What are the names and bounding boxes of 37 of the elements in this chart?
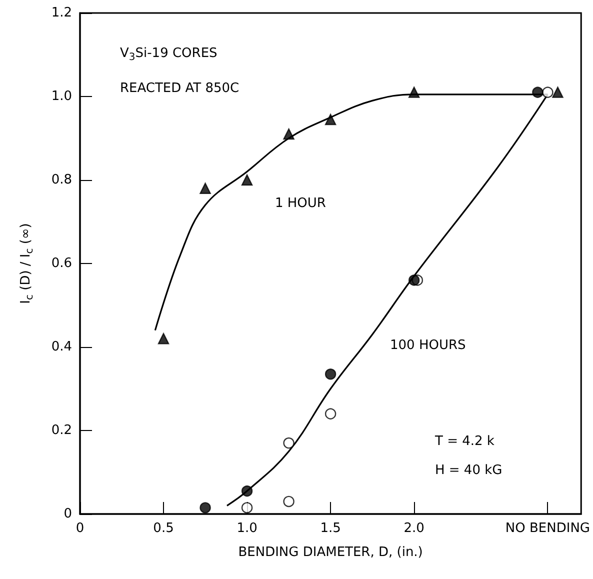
point bbox=[542, 86, 554, 98]
annotation: 100 HOURS bbox=[390, 338, 466, 353]
point bbox=[324, 114, 336, 126]
point bbox=[241, 502, 253, 514]
point bbox=[241, 485, 253, 497]
point bbox=[408, 274, 420, 286]
x-tick-label: 2.0 bbox=[404, 521, 424, 536]
annotation: T = 4.2 k bbox=[434, 434, 495, 449]
x-tick-label: NO BENDING bbox=[505, 521, 590, 536]
point bbox=[283, 496, 294, 508]
point bbox=[324, 408, 336, 420]
annotation: H = 40 kG bbox=[435, 463, 502, 478]
annotation: 1 HOUR bbox=[275, 196, 326, 211]
x-tick-label: 0 bbox=[76, 521, 84, 536]
x-axis-title: BENDING DIAMETER, D, (in.) bbox=[238, 545, 423, 560]
y-tick-label: 0 bbox=[64, 506, 72, 522]
point bbox=[283, 128, 294, 140]
point bbox=[324, 368, 336, 380]
annotation: REACTED AT 850C bbox=[120, 81, 240, 96]
y-tick-label: 1.2 bbox=[51, 6, 72, 20]
y-axis-title: Ic (D) / Ic (∞) bbox=[18, 223, 36, 304]
y-tick-label: 0.6 bbox=[51, 256, 72, 271]
point bbox=[200, 502, 211, 514]
y-tick-label: 0.8 bbox=[51, 172, 72, 188]
x-tick-label: 1.5 bbox=[320, 521, 341, 536]
point bbox=[158, 333, 170, 344]
point bbox=[283, 437, 294, 449]
y-tick-label: 0.4 bbox=[51, 340, 72, 354]
point bbox=[532, 86, 544, 98]
y-tick-label: 0.2 bbox=[51, 423, 72, 438]
point bbox=[552, 86, 564, 98]
x-tick-label: 0.5 bbox=[153, 521, 174, 536]
x-tick-label: 1.0 bbox=[236, 521, 258, 536]
point bbox=[200, 182, 211, 194]
point bbox=[241, 174, 253, 186]
y-tick-label: 1.0 bbox=[51, 89, 72, 104]
point bbox=[408, 86, 420, 98]
